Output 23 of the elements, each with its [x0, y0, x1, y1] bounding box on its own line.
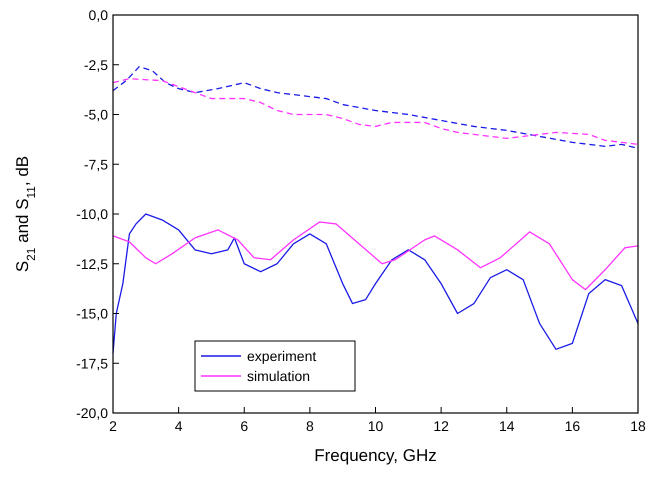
- x-axis-title: Frequency, GHz: [314, 446, 437, 465]
- x-tick-label: 12: [433, 418, 450, 434]
- line-series: [112, 221, 639, 290]
- legend-label: experiment: [247, 348, 316, 364]
- x-tick-label: 6: [240, 418, 248, 434]
- x-tick-label: 2: [109, 418, 118, 434]
- legend-label: simulation: [247, 368, 310, 384]
- y-tick-label: -20,0: [76, 405, 108, 421]
- y-tick-label: -2,5: [84, 56, 108, 73]
- x-tick-label: 14: [498, 418, 515, 434]
- x-tick-label: 16: [564, 418, 580, 434]
- y-tick-label: 0,0: [88, 7, 108, 23]
- y-tick-label: -12,5: [76, 256, 108, 272]
- x-tick-label: 18: [630, 418, 646, 434]
- x-tick-label: 10: [368, 418, 384, 434]
- y-tick-label: -7,5: [84, 156, 108, 172]
- x-tick-label: 4: [174, 418, 183, 434]
- y-tick-label: -17,5: [76, 355, 108, 372]
- x-tick-label: 8: [306, 418, 314, 434]
- line-series: [112, 78, 639, 145]
- y-tick-label: -5,0: [84, 106, 108, 122]
- y-tick-label: -10,0: [76, 206, 108, 222]
- y-tick-label: -15,0: [76, 306, 108, 322]
